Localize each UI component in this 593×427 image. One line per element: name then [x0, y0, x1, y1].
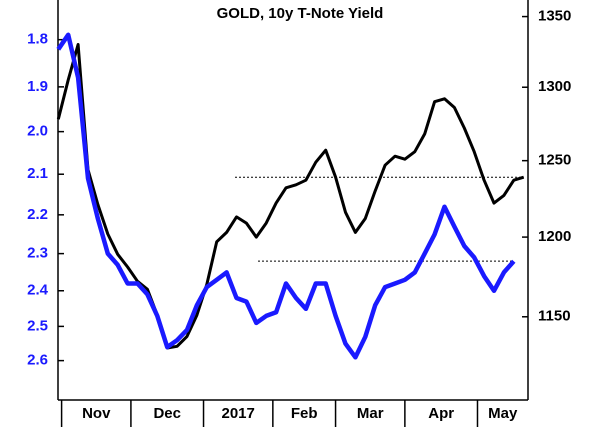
x-tick-label: Dec: [153, 405, 181, 422]
x-tick-label: Apr: [428, 405, 454, 422]
x-tick-label: Nov: [82, 405, 111, 422]
chart-title: GOLD, 10y T-Note Yield: [217, 5, 384, 22]
y2-tick-label: 1300: [538, 78, 571, 95]
x-tick-label: 2017: [222, 405, 255, 422]
y2-tick-label: 1200: [538, 228, 571, 245]
y-tick-label: 2.4: [27, 282, 49, 299]
y2-tick-label: 1250: [538, 152, 571, 169]
x-tick-label: Mar: [357, 405, 384, 422]
y-tick-label: 2.2: [27, 206, 48, 223]
y-tick-label: 2.0: [27, 123, 48, 140]
y-tick-label: 2.5: [27, 317, 48, 334]
y-tick-label: 1.8: [27, 31, 48, 48]
series-line: [56, 32, 516, 360]
x-tick-label: May: [488, 405, 518, 422]
y-tick-label: 2.6: [27, 352, 48, 369]
y-tick-label: 2.1: [27, 165, 48, 182]
y-tick-label: 1.9: [27, 78, 48, 95]
x-tick-label: Feb: [291, 405, 318, 422]
y2-tick-label: 1350: [538, 8, 571, 25]
y-tick-label: 2.3: [27, 245, 48, 262]
y2-tick-label: 1150: [538, 308, 571, 325]
series-line: [56, 43, 525, 350]
